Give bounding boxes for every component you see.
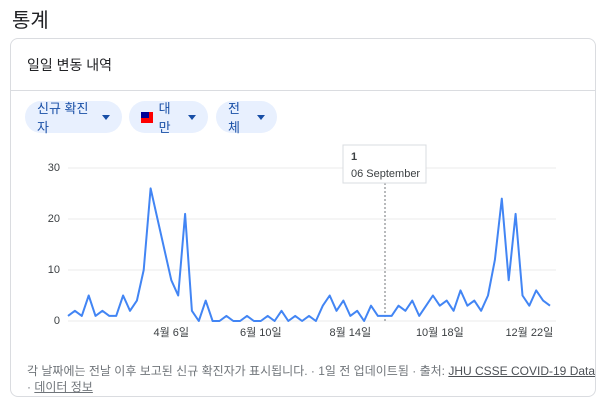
- chip-label: 신규 확진자: [37, 101, 89, 135]
- tooltip: [342, 144, 427, 184]
- y-tick-label: 0: [54, 315, 60, 327]
- data-line: [67, 187, 551, 322]
- chip[interactable]: 대만: [129, 101, 208, 135]
- source-link[interactable]: JHU CSSE COVID-19 Data: [448, 364, 596, 378]
- page-title: 통계: [12, 10, 49, 32]
- y-tick-label: 10: [48, 264, 60, 276]
- card: [10, 38, 596, 397]
- x-tick-label: 4월 6일: [154, 325, 190, 339]
- chip[interactable]: 신규 확진자: [25, 101, 122, 135]
- flag: [141, 111, 153, 123]
- about-link[interactable]: 데이터 정보: [34, 380, 93, 394]
- tooltip-value: 1: [351, 151, 357, 163]
- chip-label: 대만: [158, 101, 171, 135]
- note: 각 날짜에는 전날 이후 보고된 신규 확진자가 표시됩니다. · 1일 전 업…: [27, 364, 417, 378]
- tooltip-date: 06 September: [351, 168, 420, 180]
- divider: [11, 90, 595, 91]
- x-tick-label: 8월 14일: [329, 325, 371, 339]
- x-tick-label: 12월 22일: [505, 325, 553, 339]
- y-tick-label: 20: [48, 213, 60, 225]
- source-label: 출처:: [419, 364, 445, 378]
- x-tick-label: 10월 18일: [416, 325, 464, 339]
- chip-label: 전체: [228, 101, 240, 135]
- x-tick-label: 6월 10일: [240, 325, 282, 339]
- y-tick-label: 30: [48, 162, 60, 174]
- chip[interactable]: 전체: [216, 101, 277, 135]
- footer-about: · 데이터 정보: [27, 380, 93, 394]
- card-title: 일일 변동 내역: [27, 57, 113, 73]
- footer-note: 각 날짜에는 전날 이후 보고된 신규 확진자가 표시됩니다. · 1일 전 업…: [27, 362, 595, 379]
